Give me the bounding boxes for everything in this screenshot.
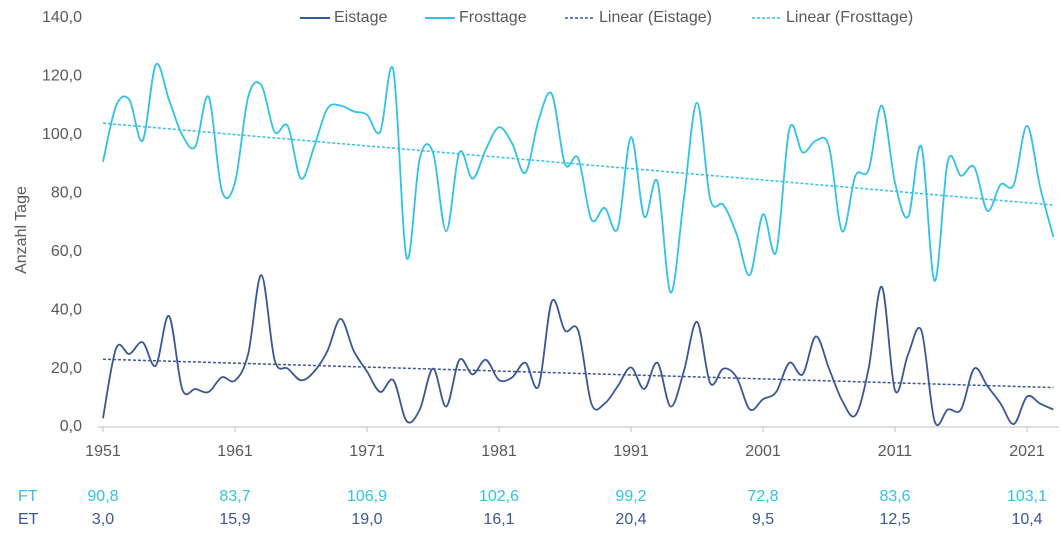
trend-line: [102, 358, 1054, 389]
table-cell: 83,6: [879, 488, 910, 505]
legend-label: Eistage: [334, 9, 387, 26]
table-cell: 19,0: [351, 511, 382, 528]
table-cell: 106,9: [347, 488, 387, 505]
y-tick-label: 140,0: [42, 9, 82, 26]
x-tick-label: 1971: [349, 443, 385, 460]
y-tick-label: 60,0: [51, 243, 82, 260]
y-tick-label: 0,0: [60, 418, 82, 435]
series-line: [102, 274, 1054, 427]
y-tick-label: 100,0: [42, 126, 82, 143]
table-row-label: ET: [18, 511, 39, 528]
table-cell: 12,5: [879, 511, 910, 528]
x-tick-label: 2021: [1009, 443, 1045, 460]
x-tick-label: 1961: [217, 443, 253, 460]
table-cell: 20,4: [615, 511, 646, 528]
table-cell: 9,5: [752, 511, 774, 528]
table-cell: 90,8: [87, 488, 118, 505]
trend-line: [102, 122, 1054, 206]
table-row-label: FT: [18, 488, 38, 505]
y-tick-label: 120,0: [42, 68, 82, 85]
table-cell: 10,4: [1011, 511, 1042, 528]
x-tick-label: 2011: [878, 443, 913, 460]
table-cell: 99,2: [615, 488, 646, 505]
legend-label: Linear (Eistage): [599, 9, 712, 26]
table-cell: 103,1: [1007, 488, 1047, 505]
legend-label: Linear (Frosttage): [786, 9, 913, 26]
table-cell: 16,1: [483, 511, 514, 528]
series-line: [102, 62, 1055, 294]
table-cell: 15,9: [219, 511, 250, 528]
x-tick-label: 1981: [481, 443, 517, 460]
x-tick-label: 1951: [85, 443, 121, 460]
table-cell: 83,7: [219, 488, 250, 505]
y-axis-label: Anzahl Tage: [13, 186, 30, 274]
table-cell: 3,0: [92, 511, 114, 528]
table-cell: 72,8: [747, 488, 778, 505]
x-tick-label: 2001: [745, 443, 781, 460]
table-cell: 102,6: [479, 488, 519, 505]
y-tick-label: 20,0: [51, 360, 82, 377]
x-tick-label: 1991: [613, 443, 649, 460]
y-tick-label: 40,0: [51, 301, 82, 318]
legend-label: Frosttage: [459, 9, 527, 26]
y-tick-label: 80,0: [51, 185, 82, 202]
